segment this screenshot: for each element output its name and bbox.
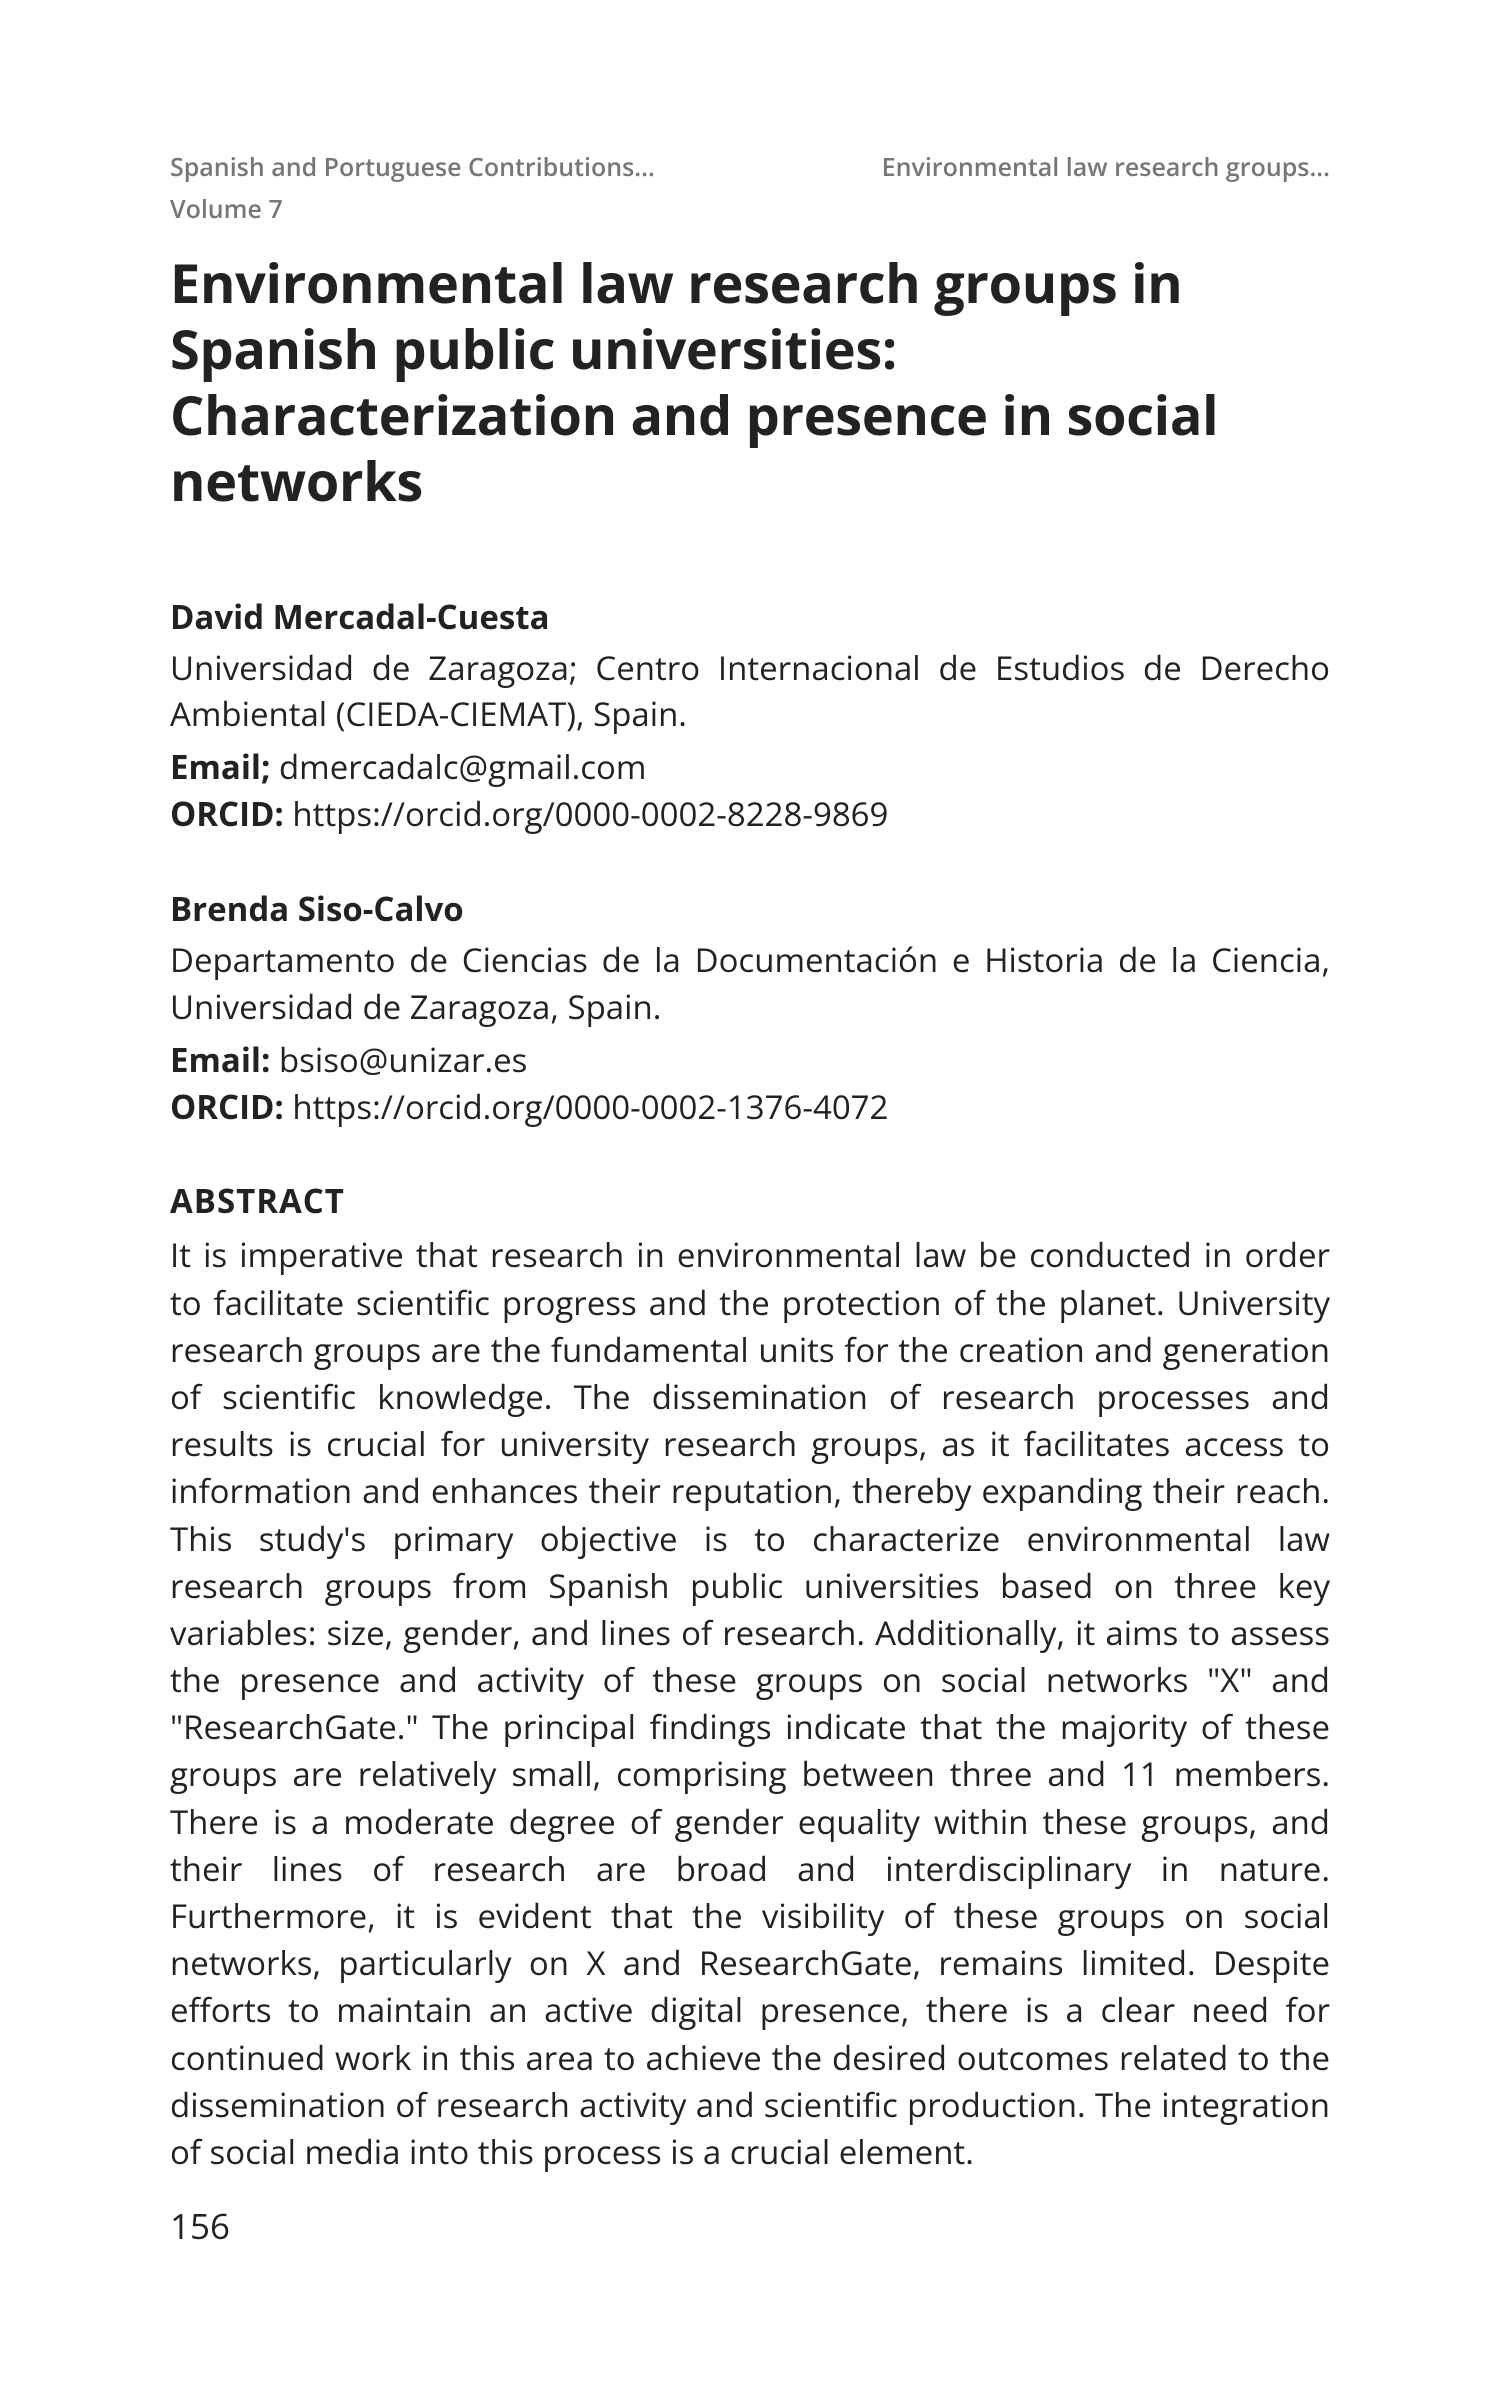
orcid-label: ORCID: (170, 791, 284, 836)
page: Spanish and Portuguese Contributions... … (0, 0, 1500, 2400)
author-affiliation: Universidad de Zaragoza; Centro Internac… (170, 645, 1330, 739)
author-email: bsiso@unizar.es (279, 1037, 527, 1082)
author-orcid-line: ORCID: https://orcid.org/0000-0002-1376-… (170, 1084, 1330, 1131)
abstract-body: It is imperative that research in enviro… (170, 1231, 1330, 2175)
author-orcid-line: ORCID: https://orcid.org/0000-0002-8228-… (170, 791, 1330, 838)
author-affiliation: Departamento de Ciencias de la Documenta… (170, 937, 1330, 1031)
author-name: Brenda Siso-Calvo (170, 886, 1330, 931)
author-email-line: Email: bsiso@unizar.es (170, 1037, 1330, 1084)
article-title: Environmental law research groups in Spa… (170, 250, 1330, 514)
author-name: David Mercadal-Cuesta (170, 594, 1330, 639)
author-email: dmercadalc@gmail.com (279, 744, 647, 789)
author-block-2: Brenda Siso-Calvo Departamento de Cienci… (170, 886, 1330, 1130)
author-orcid: https://orcid.org/0000-0002-8228-9869 (292, 791, 888, 836)
author-email-line: Email; dmercadalc@gmail.com (170, 744, 1330, 791)
author-block-1: David Mercadal-Cuesta Universidad de Zar… (170, 594, 1330, 838)
volume-label: Volume 7 (170, 192, 1330, 226)
orcid-label: ORCID: (170, 1084, 284, 1129)
abstract-heading: ABSTRACT (170, 1178, 1330, 1223)
running-header: Spanish and Portuguese Contributions... … (170, 150, 1330, 184)
page-number: 156 (170, 2203, 230, 2250)
email-label: Email: (170, 1037, 270, 1082)
author-orcid: https://orcid.org/0000-0002-1376-4072 (292, 1084, 888, 1129)
running-header-left: Spanish and Portuguese Contributions... (170, 150, 655, 184)
email-label: Email; (170, 744, 270, 789)
running-header-right: Environmental law research groups... (882, 150, 1330, 184)
